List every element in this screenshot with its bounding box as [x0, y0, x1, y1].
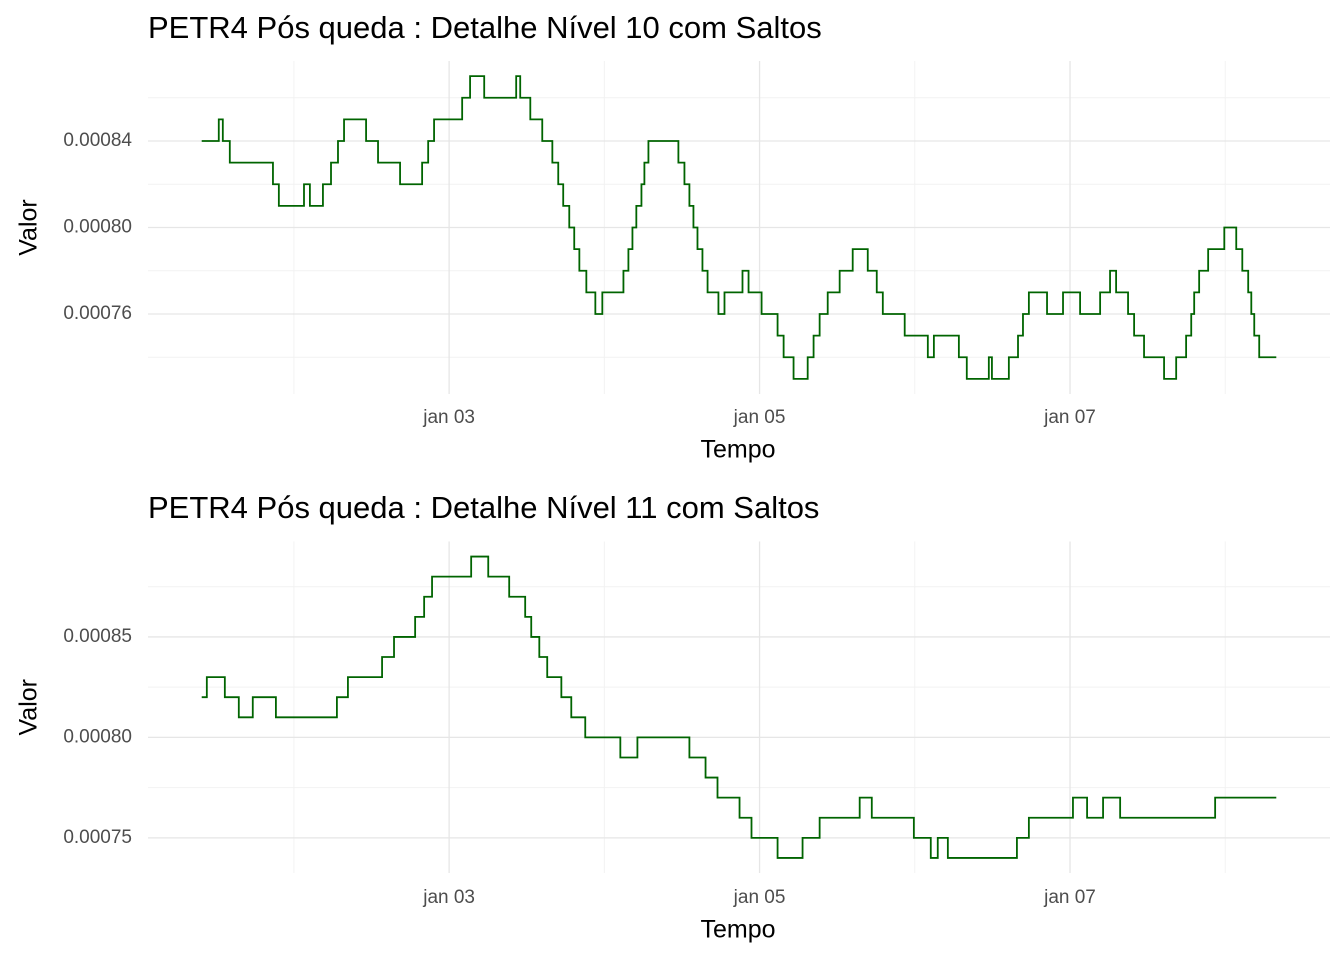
chart-title: PETR4 Pós queda : Detalhe Nível 10 com S… [148, 10, 822, 45]
data-line [201, 555, 1277, 859]
chart-title: PETR4 Pós queda : Detalhe Nível 11 com S… [148, 490, 819, 525]
data-line [201, 75, 1277, 380]
y-tick-label: 0.00080 [63, 726, 132, 747]
x-axis-title: Tempo [700, 436, 775, 464]
y-axis-title: Valor [15, 679, 43, 736]
y-tick-label: 0.00085 [63, 626, 132, 647]
y-tick-label: 0.00076 [63, 303, 132, 324]
x-tick-label: jan 05 [733, 887, 786, 908]
x-tick-label: jan 03 [422, 407, 475, 428]
x-tick-label: jan 03 [422, 887, 475, 908]
y-tick-label: 0.00080 [63, 217, 132, 238]
y-tick-label: 0.00075 [63, 827, 132, 848]
x-tick-label: jan 07 [1043, 887, 1096, 908]
x-tick-label: jan 07 [1043, 407, 1096, 428]
y-axis-title: Valor [15, 199, 43, 256]
panel: PETR4 Pós queda : Detalhe Nível 11 com S… [15, 490, 1330, 944]
y-tick-label: 0.00084 [63, 130, 132, 151]
x-axis-title: Tempo [700, 916, 775, 944]
x-tick-label: jan 05 [733, 407, 786, 428]
panel: PETR4 Pós queda : Detalhe Nível 10 com S… [15, 10, 1330, 464]
